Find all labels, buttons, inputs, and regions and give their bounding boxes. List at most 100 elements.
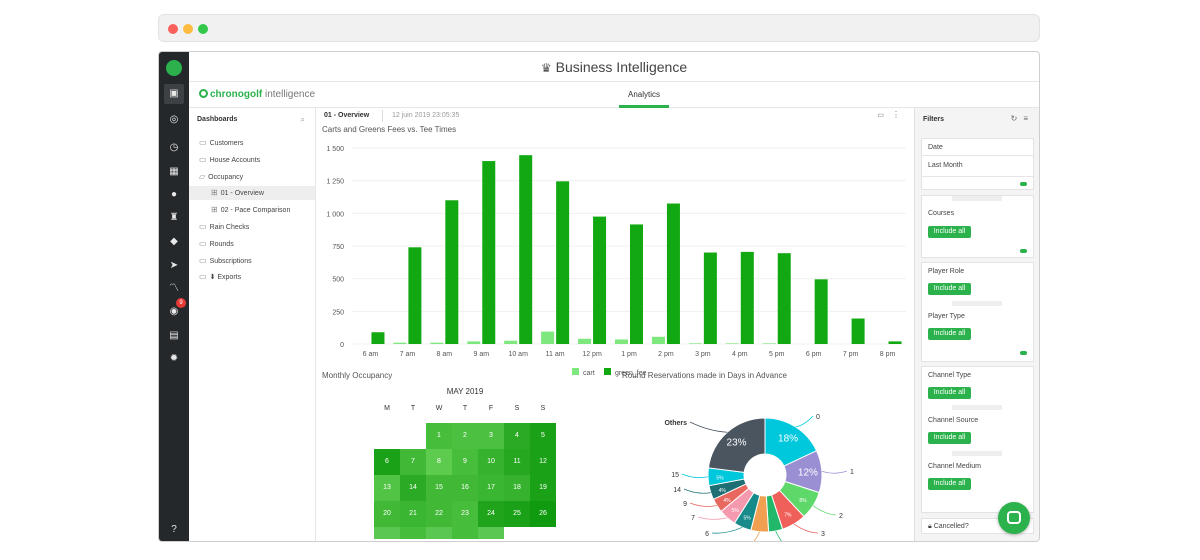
- pie-leader-line: [753, 531, 760, 541]
- calendar-day-cell[interactable]: 3: [478, 423, 504, 449]
- cart-bar: [762, 343, 776, 344]
- calendar-day-cell[interactable]: 6: [374, 449, 400, 475]
- channel-medium-include-all-button[interactable]: Include all: [928, 478, 971, 490]
- chat-button[interactable]: [998, 502, 1030, 534]
- sidebar-item-rounds[interactable]: ▭ Rounds: [199, 237, 234, 251]
- tag-icon[interactable]: ◆: [170, 236, 178, 247]
- minimize-window-button[interactable]: [183, 24, 193, 34]
- date-filter: Date Last Month: [921, 138, 1034, 190]
- chart-icon[interactable]: 〽: [169, 283, 179, 294]
- calendar-day-cell[interactable]: 18: [504, 475, 530, 501]
- sidebar-item-subscriptions[interactable]: ▭ Subscriptions: [199, 254, 252, 268]
- divider: [952, 451, 1002, 456]
- calendar-day-cell[interactable]: 8: [426, 449, 452, 475]
- channel-type-include-all-button[interactable]: Include all: [928, 387, 971, 399]
- calendar-day-cell[interactable]: 7: [400, 449, 426, 475]
- date-filter-toggle[interactable]: [1020, 182, 1027, 186]
- calendar-day-cell[interactable]: 16: [452, 475, 478, 501]
- calendar-day-cell[interactable]: 26: [530, 501, 556, 527]
- player-filters: Player Role Include all Player Type Incl…: [921, 262, 1034, 362]
- courses-include-all-button[interactable]: Include all: [928, 226, 971, 238]
- calendar-icon[interactable]: ▦: [169, 166, 179, 177]
- logo-icon[interactable]: [166, 60, 182, 76]
- search-icon[interactable]: ◎: [169, 114, 179, 125]
- weekday-label: M: [384, 405, 390, 412]
- clock-icon[interactable]: ◷: [169, 142, 179, 153]
- calendar-day-cell[interactable]: [426, 527, 452, 539]
- calendar-day-cell[interactable]: 9: [452, 449, 478, 475]
- calendar-day-cell[interactable]: 12: [530, 449, 556, 475]
- maximize-window-button[interactable]: [198, 24, 208, 34]
- calendar-day-cell[interactable]: 23: [452, 501, 478, 527]
- calendar-day-cell[interactable]: 10: [478, 449, 504, 475]
- calendar-day-cell[interactable]: [478, 527, 504, 539]
- courses-filter-toggle[interactable]: [1020, 249, 1027, 253]
- pie-category-label: 14: [673, 487, 681, 494]
- menu-icon[interactable]: ≡: [1023, 114, 1034, 123]
- pie-chart-title: Round Reservations made in Days in Advan…: [622, 371, 787, 380]
- calendar-day-cell[interactable]: 17: [478, 475, 504, 501]
- help-icon[interactable]: ?: [171, 524, 177, 535]
- pie-slice-label: 5%: [732, 508, 740, 514]
- green-fee-bar: [777, 253, 791, 344]
- calendar-day-cell[interactable]: 2: [452, 423, 478, 449]
- sidebar-item-occupancy[interactable]: ▱ Occupancy: [199, 170, 243, 184]
- calendar-day-cell[interactable]: 5: [530, 423, 556, 449]
- green-fee-bar: [740, 251, 754, 344]
- browser-frame: ▣ ◎ ◷ ▦ ● ♜ ◆ ➤ 〽 ◉ 9 ▤ ✹ ? ♛ Business Int…: [158, 14, 1040, 542]
- calendar-day-cell[interactable]: 1: [426, 423, 452, 449]
- more-options-icon[interactable]: ⋮: [892, 110, 900, 119]
- green-fee-bar: [371, 332, 385, 344]
- calendar-day-cell[interactable]: 22: [426, 501, 452, 527]
- sidebar-item-label: Subscriptions: [209, 258, 252, 265]
- calendar-day-cell[interactable]: 14: [400, 475, 426, 501]
- lock-icon: 🔒︎: [928, 523, 932, 530]
- left-nav-rail: ▣ ◎ ◷ ▦ ● ♜ ◆ ➤ 〽 ◉ 9 ▤ ✹ ?: [159, 52, 189, 541]
- calendar-day-cell[interactable]: 24: [478, 501, 504, 527]
- calendar-day-cell[interactable]: 20: [374, 501, 400, 527]
- user-icon[interactable]: ●: [170, 189, 178, 200]
- book-icon[interactable]: ▤: [169, 330, 179, 341]
- green-fee-bar: [814, 279, 828, 344]
- player-role-include-all-button[interactable]: Include all: [928, 283, 971, 295]
- y-tick-label: 0: [340, 342, 344, 349]
- pie-category-label: 7: [691, 515, 695, 522]
- target-icon[interactable]: ◉ 9: [164, 298, 186, 322]
- screen-icon[interactable]: ▭: [877, 112, 884, 119]
- sidebar-item-exports[interactable]: ▭ ⬇ Exports: [199, 270, 241, 284]
- sidebar-item-house-accounts[interactable]: ▭ House Accounts: [199, 153, 260, 167]
- legend-label-green-fee: green_fee: [615, 370, 647, 377]
- sidebar-item-rain-checks[interactable]: ▭ Rain Checks: [199, 220, 249, 234]
- calendar-day-cell[interactable]: 21: [400, 501, 426, 527]
- sidebar-item-pace-comparison[interactable]: ⊞ 02 - Pace Comparison: [211, 203, 290, 217]
- calendar-day-cell[interactable]: 15: [426, 475, 452, 501]
- close-window-button[interactable]: [168, 24, 178, 34]
- calendar-day-cell[interactable]: 4: [504, 423, 530, 449]
- date-filter-value[interactable]: Last Month: [928, 162, 963, 169]
- calendar-day-cell[interactable]: 11: [504, 449, 530, 475]
- dashboard-icon[interactable]: ▣: [164, 84, 184, 104]
- search-icon[interactable]: ⌕: [300, 115, 305, 124]
- refresh-icon[interactable]: ↻: [1010, 114, 1024, 123]
- calendar-day-cell[interactable]: 25: [504, 501, 530, 527]
- dashboards-sidebar: Dashboards ⌕ ▭ Customers ▭ House Accounts …: [189, 108, 316, 541]
- calendar-day-cell[interactable]: 19: [530, 475, 556, 501]
- weekday-label: S: [540, 405, 546, 412]
- golfer-icon[interactable]: ♜: [169, 212, 179, 223]
- calendar-day-cell[interactable]: [374, 527, 400, 539]
- brand-logo: chronogolf intelligence: [199, 89, 315, 100]
- calendar-day-cell[interactable]: [400, 527, 426, 539]
- tab-analytics[interactable]: Analytics: [619, 82, 669, 108]
- player-filter-toggle[interactable]: [1020, 351, 1027, 355]
- player-type-include-all-button[interactable]: Include all: [928, 328, 971, 340]
- pie-slice-label: 23%: [727, 438, 747, 449]
- gear-icon[interactable]: ✹: [169, 353, 179, 364]
- calendar-day-cell[interactable]: 13: [374, 475, 400, 501]
- channel-source-label: Channel Source: [928, 417, 979, 424]
- channel-source-include-all-button[interactable]: Include all: [928, 432, 971, 444]
- calendar-day-cell[interactable]: [452, 527, 478, 539]
- sidebar-item-customers[interactable]: ▭ Customers: [199, 136, 243, 150]
- sidebar-item-overview[interactable]: ⊞ 01 - Overview: [189, 186, 315, 200]
- send-icon[interactable]: ➤: [169, 260, 179, 271]
- weekday-label: S: [514, 405, 520, 412]
